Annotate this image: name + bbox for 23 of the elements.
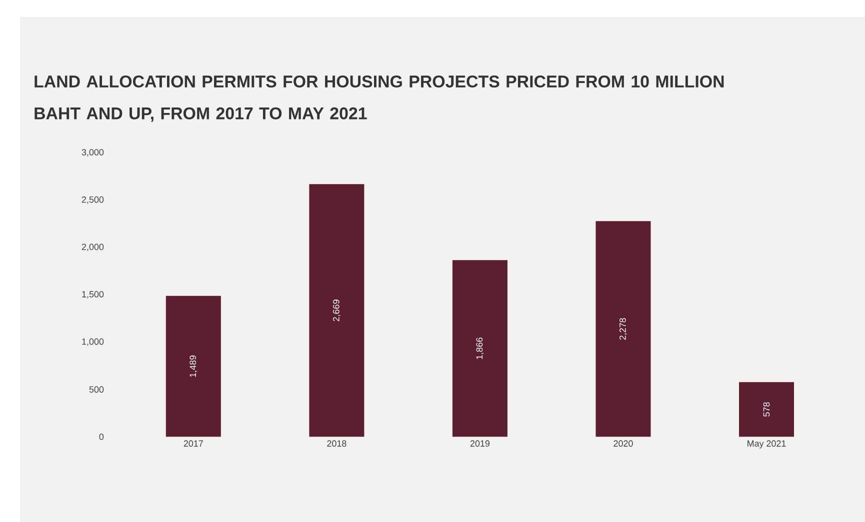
data-label: 578: [763, 402, 770, 417]
y-tick-label: 2,000: [82, 244, 104, 252]
data-label: 2,669: [332, 300, 340, 322]
data-label: 2,278: [620, 318, 627, 340]
y-tick-label: 1,500: [82, 291, 104, 298]
x-tick-label: 2020: [614, 440, 633, 447]
bar: [166, 296, 221, 437]
x-tick-label: 2019: [470, 440, 490, 447]
bar: [739, 382, 794, 437]
x-tick-label: 2018: [327, 440, 346, 447]
bar: [309, 184, 364, 437]
bar: [596, 221, 651, 437]
x-tick-label: May 2021: [748, 440, 786, 448]
data-label: 1,866: [476, 338, 484, 359]
y-tick-label: 0: [99, 434, 104, 440]
y-tick-label: 2,500: [82, 196, 104, 204]
data-label: 1,489: [190, 356, 198, 377]
y-tick-label: 3,000: [82, 149, 104, 156]
y-tick-label: 1,000: [82, 338, 104, 346]
bar: [452, 260, 508, 437]
x-tick-label: 2017: [184, 440, 203, 447]
y-tick-label: 500: [89, 386, 104, 393]
chart-title: LAND ALLOCATION PERMITS FOR HOUSING PROJECTS PRICED FROM 10 MILLION BAHT AND UP, FROM 2017 TO MAY 2021: [34, 76, 724, 122]
